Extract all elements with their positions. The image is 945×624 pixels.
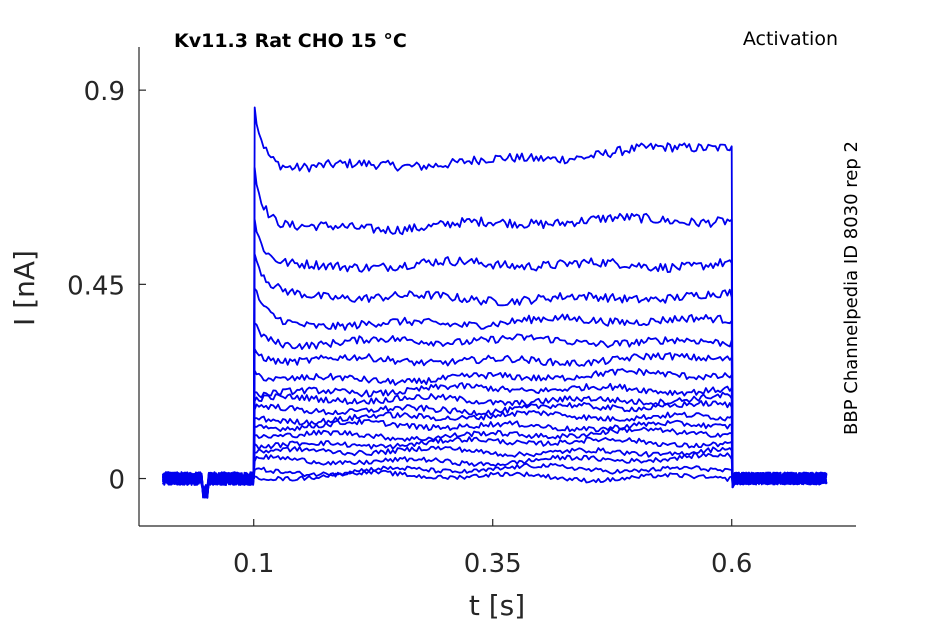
current-trace xyxy=(162,452,828,499)
chart-title: Kv11.3 Rat CHO 15 °C xyxy=(174,30,407,52)
x-tick-label: 0.35 xyxy=(464,549,522,579)
current-trace xyxy=(162,436,828,493)
y-tick-label: 0.9 xyxy=(84,77,125,107)
y-axis-title: I [nA] xyxy=(8,250,41,326)
current-trace xyxy=(162,426,828,498)
current-trace xyxy=(162,469,828,499)
y-tick-label: 0.45 xyxy=(67,271,125,301)
x-ticks: 0.1 0.35 0.6 xyxy=(233,519,752,579)
y-ticks: 0 0.45 0.9 xyxy=(67,77,146,496)
protocol-label: Activation xyxy=(743,28,838,50)
x-tick-label: 0.1 xyxy=(233,549,274,579)
y-tick-label: 0 xyxy=(108,466,125,496)
current-traces xyxy=(162,106,828,499)
current-trace xyxy=(162,287,828,495)
source-label: BBP Channelpedia ID 8030 rep 2 xyxy=(841,141,862,435)
x-axis-title: t [s] xyxy=(469,589,525,622)
x-tick-label: 0.6 xyxy=(711,549,752,579)
